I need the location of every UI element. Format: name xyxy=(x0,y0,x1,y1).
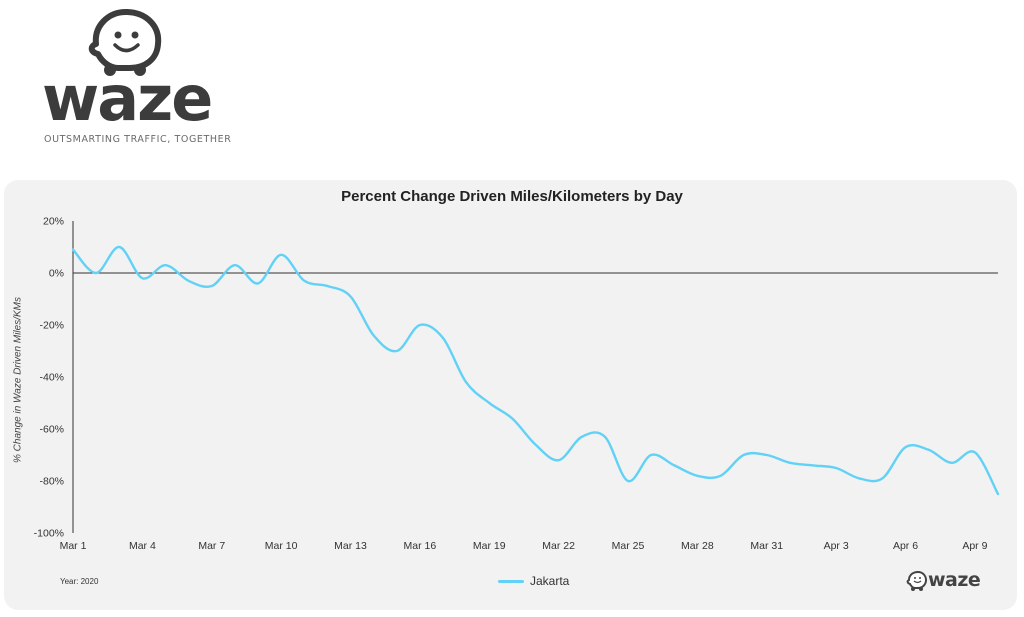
data-point-jakarta xyxy=(557,458,561,462)
data-point-jakarta xyxy=(603,435,607,439)
y-tick-label: -40% xyxy=(39,372,64,384)
data-point-jakarta xyxy=(349,294,353,298)
data-point-jakarta xyxy=(117,245,121,249)
x-tick-label: Mar 4 xyxy=(129,540,156,552)
data-point-jakarta xyxy=(742,453,746,457)
legend: Jakarta xyxy=(498,574,569,588)
waze-mascot-icon xyxy=(88,9,162,76)
waze-tagline: OUTSMARTING TRAFFIC, TOGETHER xyxy=(44,134,232,145)
chart-card xyxy=(4,180,1017,610)
y-tick-label: -60% xyxy=(39,424,64,436)
data-point-jakarta xyxy=(164,263,168,267)
waze-mascot-small-icon xyxy=(906,570,928,591)
x-tick-label: Mar 31 xyxy=(750,540,783,552)
data-point-jakarta xyxy=(788,461,792,465)
y-tick-label: 0% xyxy=(49,268,64,280)
data-point-jakarta xyxy=(719,474,723,478)
waze-footer-wordmark: waze xyxy=(928,569,981,591)
data-point-jakarta xyxy=(418,323,422,327)
x-tick-label: Apr 3 xyxy=(824,540,849,552)
data-point-jakarta xyxy=(880,476,884,480)
data-point-jakarta xyxy=(140,276,144,280)
x-tick-label: Mar 19 xyxy=(473,540,506,552)
data-point-jakarta xyxy=(834,466,838,470)
data-point-jakarta xyxy=(649,453,653,457)
y-tick-labels: 20% 0% -20% -40% -60% -80% -100% xyxy=(34,216,64,540)
data-point-jakarta xyxy=(279,253,283,257)
chart-title: Percent Change Driven Miles/Kilometers b… xyxy=(341,188,683,205)
data-point-jakarta xyxy=(950,461,954,465)
data-point-jakarta xyxy=(672,463,676,467)
data-point-jakarta xyxy=(626,479,630,483)
data-point-jakarta xyxy=(325,284,329,288)
x-tick-label: Mar 7 xyxy=(198,540,225,552)
series-line-jakarta xyxy=(71,245,1000,496)
legend-swatch-jakarta xyxy=(498,579,524,583)
y-tick-label: 20% xyxy=(43,216,64,228)
y-tick-label: -20% xyxy=(39,320,64,332)
data-point-jakarta xyxy=(695,474,699,478)
data-point-jakarta xyxy=(395,349,399,353)
waze-logo: waze OUTSMARTING TRAFFIC, TOGETHER xyxy=(40,8,231,145)
y-tick-label: -80% xyxy=(39,476,64,488)
data-point-jakarta xyxy=(973,450,977,454)
data-point-jakarta xyxy=(256,281,260,285)
x-tick-label: Mar 10 xyxy=(265,540,298,552)
x-tick-label: Mar 16 xyxy=(404,540,437,552)
data-point-jakarta xyxy=(441,336,445,340)
data-point-jakarta xyxy=(904,445,908,449)
x-tick-label: Mar 25 xyxy=(612,540,645,552)
data-point-jakarta xyxy=(210,284,214,288)
data-point-jakarta xyxy=(534,443,538,447)
data-point-jakarta xyxy=(233,263,237,267)
data-point-jakarta xyxy=(510,417,514,421)
data-point-jakarta xyxy=(487,401,491,405)
x-tick-labels: Mar 1 Mar 4 Mar 7 Mar 10 Mar 13 Mar 16 Mar 19 M… xyxy=(60,540,988,552)
x-tick-label: Mar 13 xyxy=(334,540,367,552)
waze-wordmark: waze xyxy=(42,62,213,135)
x-tick-label: Mar 28 xyxy=(681,540,714,552)
data-point-jakarta xyxy=(765,453,769,457)
x-tick-label: Mar 22 xyxy=(542,540,575,552)
x-tick-label: Apr 6 xyxy=(893,540,918,552)
data-point-jakarta xyxy=(187,279,191,283)
data-point-jakarta xyxy=(927,448,931,452)
waze-footer-logo: waze xyxy=(906,570,996,596)
x-tick-label: Mar 1 xyxy=(60,540,87,552)
data-point-jakarta xyxy=(996,492,1000,496)
data-point-jakarta xyxy=(857,476,861,480)
x-tick-label: Apr 9 xyxy=(962,540,987,552)
legend-label-jakarta: Jakarta xyxy=(530,574,570,588)
data-point-jakarta xyxy=(302,279,306,283)
data-point-jakarta xyxy=(811,463,815,467)
data-point-jakarta xyxy=(580,435,584,439)
data-point-jakarta xyxy=(94,271,98,275)
year-footnote: Year: 2020 xyxy=(60,577,99,586)
y-tick-label: -100% xyxy=(34,528,64,540)
data-point-jakarta xyxy=(464,380,468,384)
data-point-jakarta xyxy=(372,333,376,337)
series-points xyxy=(71,245,1000,496)
data-point-jakarta xyxy=(71,248,75,252)
